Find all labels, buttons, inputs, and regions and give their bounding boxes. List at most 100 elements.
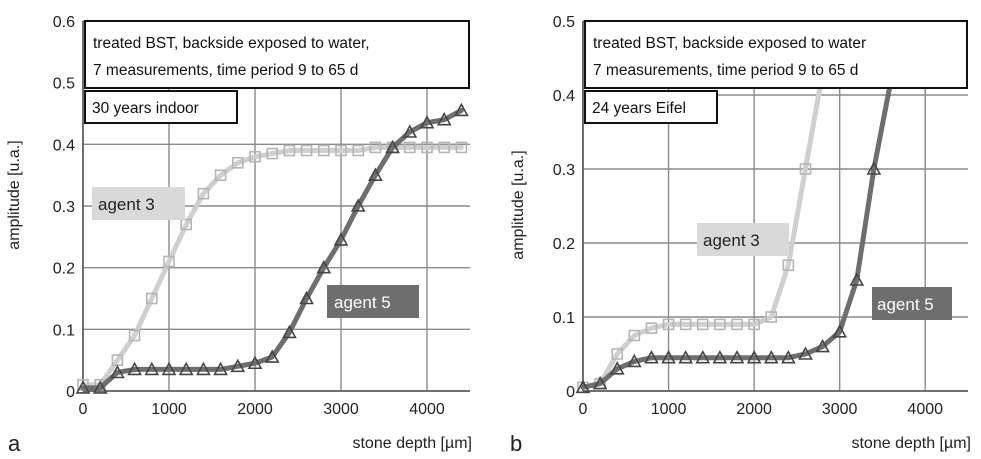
series-tag-agent-5: agent 5 [872,287,952,320]
data-point [249,150,261,163]
data-point [609,361,625,375]
data-point [282,324,297,339]
data-point [832,324,848,338]
data-point [661,350,676,364]
y-tick-label: 0.3 [553,162,575,179]
data-point [421,141,433,154]
series-layer [75,102,469,394]
data-point [645,322,658,334]
data-point [644,350,659,364]
data-point [695,350,711,364]
y-tick-label: 0.4 [553,88,575,105]
series-tag-agent-5-label: agent 5 [334,293,391,312]
data-point [333,232,349,246]
data-point [110,364,125,379]
data-point [815,338,830,353]
data-point [385,139,400,154]
data-point [780,350,796,364]
data-point [765,311,778,323]
data-point [678,350,694,364]
y-tick-label: 0.5 [53,76,75,93]
data-point [798,346,813,360]
annotation-box: treated BST, backside exposed to water 7… [584,20,968,89]
data-point [146,292,158,305]
data-point [436,111,452,126]
data-point [350,198,366,212]
data-point [352,144,365,157]
location-label: 30 years indoor [92,100,199,117]
data-point [419,115,435,129]
data-point [403,141,416,154]
x-tick-label: 2000 [237,401,273,418]
series-line-agent-5 [80,107,464,391]
data-point [626,353,642,368]
series-tag-agent-3: agent 3 [92,187,185,220]
data-point [317,144,330,157]
data-point [454,102,469,117]
data-point [628,329,641,342]
annotation-line-2: 7 measurements, time period 9 to 65 d [593,62,858,79]
y-tick-label: 0.5 [553,14,575,31]
panel-label-b: b [510,431,522,456]
data-point [161,361,177,376]
data-point [714,318,726,331]
series-tag-agent-3-label: agent 3 [703,231,760,250]
data-point [369,141,382,154]
tick-labels: 0 0.1 0.2 0.3 0.4 0.5 0.6 0 1000 2000 3000 4000 [53,14,445,418]
series-tag-agent-3: agent 3 [697,223,789,256]
data-point [283,144,296,157]
x-tick-label: 4000 [907,401,943,418]
annotation-line-1: treated BST, backside exposed to water [593,35,866,52]
data-point [748,318,760,331]
x-tick-label: 1000 [151,401,187,418]
data-point [264,349,280,363]
data-point [92,380,108,394]
location-label: 24 years Eifel [592,100,686,117]
data-point [402,124,418,138]
data-point [299,290,314,305]
x-tick-label: 1000 [651,401,687,418]
data-point [799,163,812,175]
data-point [438,141,451,154]
annotation-box: treated BST, backside exposed to water, … [84,20,470,89]
data-point [266,147,279,160]
data-point [712,350,728,364]
y-tick-label: 0 [566,384,575,401]
x-axis-label: stone depth [µm] [851,435,971,452]
data-point [696,318,709,331]
data-point [232,157,244,169]
data-point [679,318,692,331]
chart-panel-b: 0 0.1 0.2 0.3 0.4 0.5 0 1000 2000 3000 4000 treate… [510,14,971,456]
data-point [849,272,865,286]
y-axis-label: amplitude [u.a.] [510,150,527,259]
y-tick-label: 0 [66,384,75,401]
series-line-agent-3 [80,144,464,388]
data-point [75,380,91,394]
x-tick-label: 4000 [409,401,445,418]
location-label-box: 30 years indoor [84,90,238,124]
data-point [662,318,675,331]
data-point [196,361,211,376]
data-point [230,358,246,373]
y-tick-label: 0.1 [553,310,575,327]
y-tick-label: 0.2 [53,261,75,278]
x-tick-label: 3000 [822,401,858,418]
data-point [866,161,882,175]
data-point [163,255,175,268]
data-point [455,141,468,154]
series-tag-agent-3-label: agent 3 [98,195,155,214]
y-tick-label: 0.4 [53,137,75,154]
y-tick-label: 0.6 [53,14,75,31]
x-tick-label: 0 [579,401,588,418]
data-point [213,361,228,376]
chart-panel-a: 0 0.1 0.2 0.3 0.4 0.5 0.6 0 1000 2000 3000 4000 tre… [6,14,472,456]
data-point [300,144,313,157]
data-point [127,361,142,376]
data-point [316,259,332,274]
annotation-line-1: treated BST, backside exposed to water, [93,35,370,52]
y-tick-label: 0.3 [53,199,75,216]
x-tick-label: 0 [79,401,88,418]
data-point [763,350,779,364]
data-point [178,361,194,376]
